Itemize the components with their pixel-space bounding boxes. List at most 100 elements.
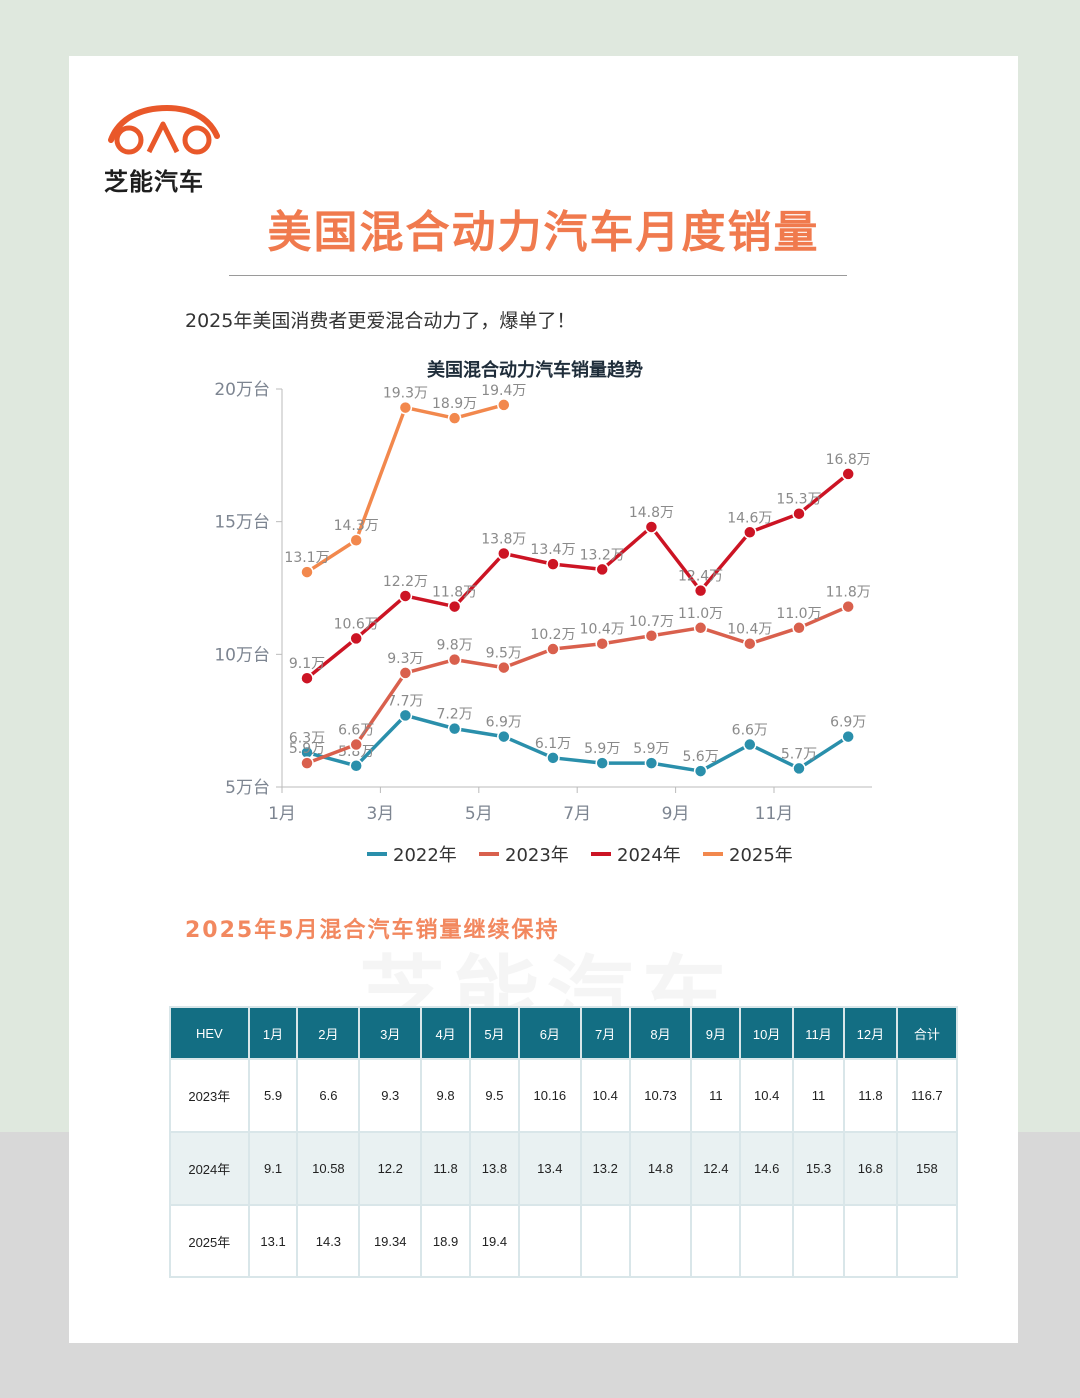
data-point	[447, 652, 462, 667]
data-label: 14.3万	[334, 518, 379, 534]
table-header-cell: 6月	[517, 1006, 582, 1060]
data-point	[497, 398, 511, 412]
data-point	[595, 756, 609, 770]
data-label: 11.8万	[432, 585, 477, 601]
table-cell: 158	[895, 1131, 959, 1206]
data-label: 16.8万	[826, 452, 871, 468]
table-header-cell: 7月	[579, 1006, 631, 1060]
series-line	[306, 604, 849, 765]
data-point	[792, 621, 806, 635]
data-label: 10.4万	[727, 622, 772, 638]
legend-label: 2025年	[729, 845, 793, 866]
table-header-row: HEV 1月 2月 3月 4月 5月 6月 7月 8月 9月 10月 11月 12月 合计	[169, 1006, 959, 1060]
data-point	[398, 708, 413, 723]
table-header-cell: 2月	[296, 1006, 361, 1060]
table-cell: 2023年	[169, 1058, 250, 1133]
data-point	[398, 666, 413, 680]
series-line	[306, 713, 850, 773]
table-row: 2024年 9.1 10.58 12.2 11.8 13.8 13.4 13.2 14.8 12.…	[169, 1131, 959, 1206]
data-point	[792, 506, 806, 521]
data-point	[447, 599, 462, 614]
data-point	[693, 764, 708, 778]
table-cell: 10.4	[579, 1058, 631, 1133]
table-header-cell: HEV	[169, 1006, 250, 1060]
data-point	[693, 583, 708, 598]
x-tick-label: 11月	[755, 804, 794, 824]
table-cell: 10.4	[739, 1058, 795, 1133]
table-cell: 9.5	[469, 1058, 520, 1133]
data-point	[792, 761, 806, 776]
table-cell: 18.9	[420, 1204, 472, 1278]
legend-label: 2022年	[393, 845, 457, 866]
data-point	[349, 533, 363, 547]
y-tick-label: 10万台	[214, 645, 270, 665]
data-point	[644, 520, 659, 534]
data-label: 13.8万	[481, 532, 526, 548]
report-page: 芝能汽车 美国混合动力汽车月度销量 2025年美国消费者更爱混合动力了，爆单了！…	[69, 56, 1018, 1343]
table-header-cell: 3月	[358, 1006, 423, 1060]
table-cell: 19.4	[469, 1204, 520, 1278]
table-cell: 15.3	[792, 1131, 846, 1206]
y-tick-label: 20万台	[214, 380, 270, 400]
table-cell: 13.2	[579, 1131, 631, 1206]
table-cell: 13.1	[247, 1204, 299, 1278]
section-title: 2025年5月混合汽车销量继续保持	[185, 918, 560, 943]
data-label: 11.8万	[826, 585, 871, 601]
data-label: 10.6万	[334, 616, 379, 632]
data-label: 5.9万	[584, 741, 620, 757]
table-cell: 10.58	[296, 1131, 361, 1206]
data-point	[349, 631, 363, 646]
data-point	[398, 400, 413, 415]
table-header-cell: 8月	[628, 1006, 693, 1060]
data-label: 6.1万	[535, 736, 571, 752]
car-logo-icon	[108, 104, 220, 155]
data-label: 11.0万	[678, 606, 723, 622]
data-point	[497, 660, 511, 675]
table-header-cell: 合计	[895, 1006, 959, 1060]
table-cell	[628, 1204, 693, 1278]
table-cell	[843, 1204, 898, 1278]
y-tick-label: 5万台	[225, 778, 270, 798]
data-label: 15.3万	[776, 492, 821, 508]
data-label: 11.0万	[776, 606, 821, 622]
data-point	[595, 562, 609, 577]
table-cell: 10.16	[517, 1058, 582, 1133]
x-tick-label: 7月	[563, 804, 591, 824]
data-label: 14.6万	[727, 510, 772, 526]
table-cell	[517, 1204, 582, 1278]
series-line	[305, 472, 850, 680]
table-header-cell: 12月	[843, 1006, 898, 1060]
table-cell: 16.8	[843, 1131, 898, 1206]
data-label: 13.1万	[284, 550, 329, 566]
table-cell: 13.4	[517, 1131, 582, 1206]
data-point	[644, 629, 659, 643]
page-subtitle: 2025年美国消费者更爱混合动力了，爆单了！	[185, 310, 576, 332]
table-cell: 5.9	[247, 1058, 299, 1133]
data-label: 9.8万	[436, 638, 472, 654]
data-label: 12.2万	[383, 574, 428, 590]
table-header-cell: 10月	[739, 1006, 795, 1060]
data-point	[349, 759, 363, 773]
data-label: 7.2万	[436, 707, 472, 723]
table-header-cell: 1月	[247, 1006, 299, 1060]
data-point	[447, 721, 462, 736]
line-chart: 美国混合动力汽车销量趋势 5万台 10万台 15万台 20万台 1月 3月 5月 7月 9月 11…	[214, 359, 872, 866]
title-divider	[229, 275, 847, 276]
data-point	[300, 565, 314, 579]
data-point	[546, 642, 560, 656]
data-label: 14.8万	[629, 505, 674, 521]
table-cell: 11.8	[843, 1058, 898, 1133]
data-point	[349, 737, 363, 752]
data-label: 18.9万	[432, 396, 477, 412]
data-point	[546, 557, 560, 571]
table-cell: 11.8	[420, 1131, 472, 1206]
table-header-cell: 9月	[690, 1006, 742, 1060]
table-cell: 13.8	[469, 1131, 520, 1206]
data-point	[743, 737, 757, 752]
table-row: 2023年 5.9 6.6 9.3 9.8 9.5 10.16 10.4 10.73 11 10.4…	[169, 1058, 959, 1133]
data-label: 9.1万	[289, 656, 325, 672]
table-cell: 19.34	[358, 1204, 423, 1278]
legend-label: 2023年	[505, 845, 569, 866]
x-tick-label: 3月	[366, 804, 394, 824]
table-cell: 12.4	[690, 1131, 742, 1206]
